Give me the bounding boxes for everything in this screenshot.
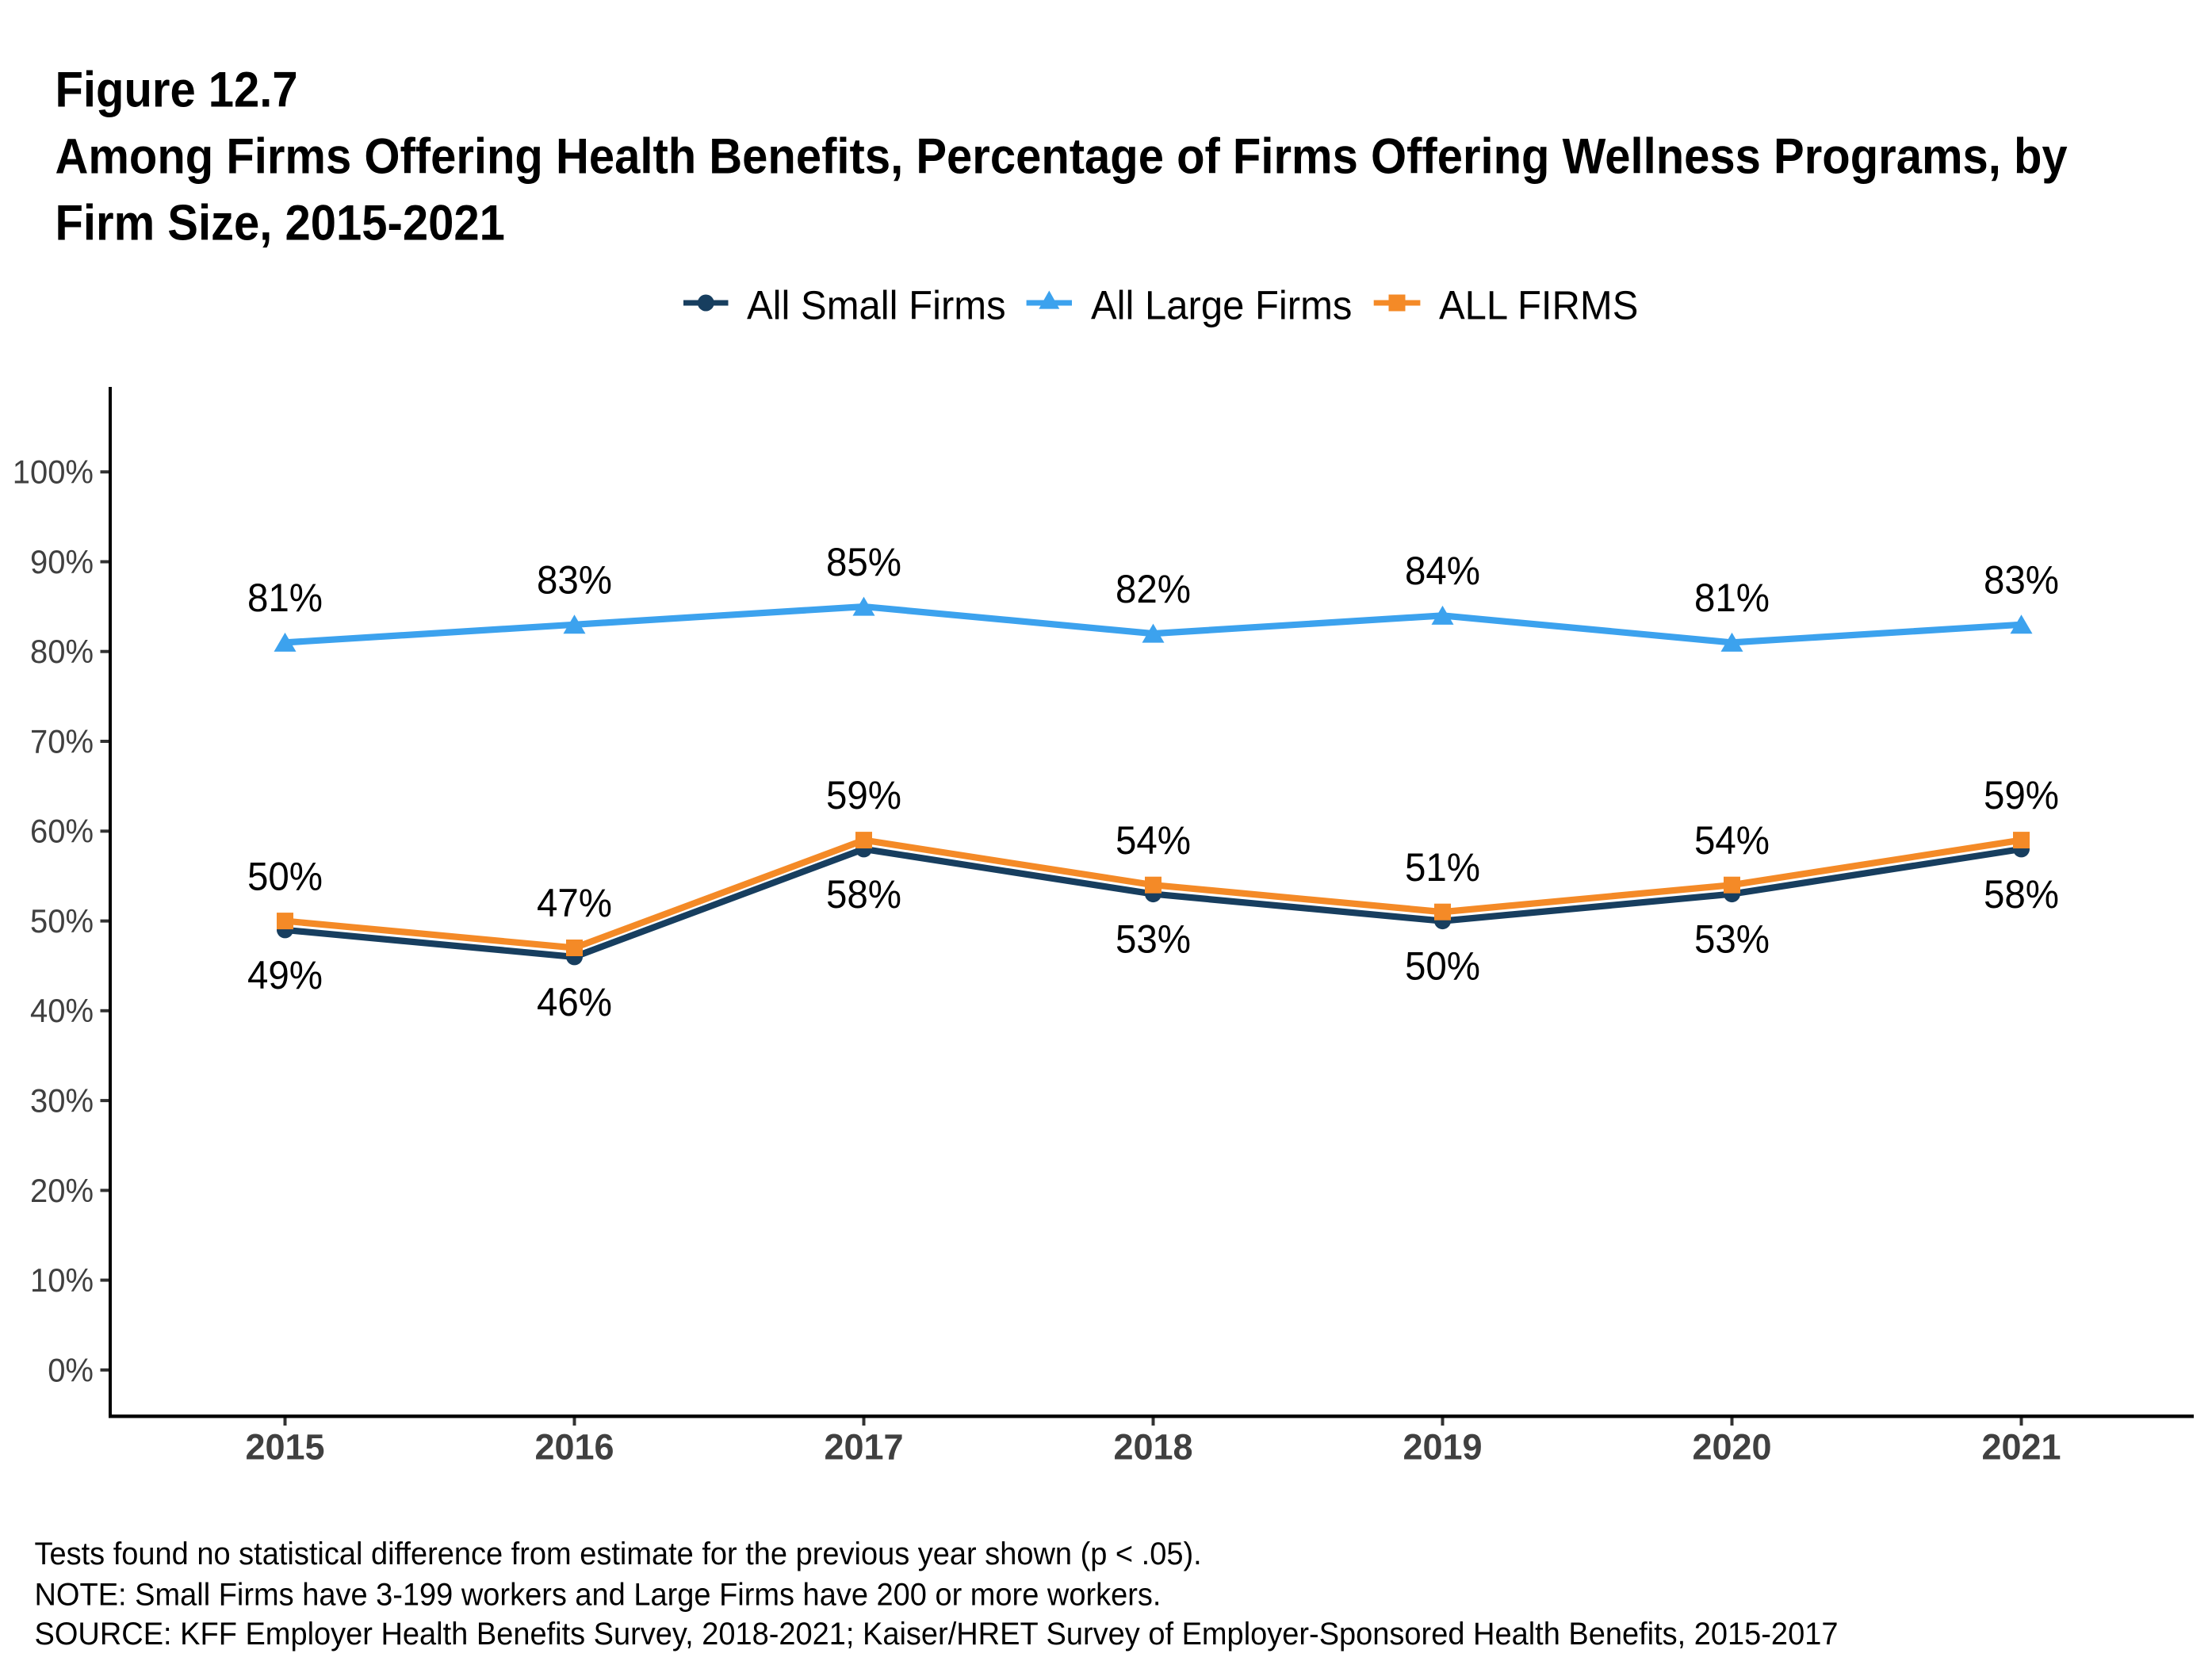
svg-text:50%: 50% — [1405, 944, 1480, 989]
svg-text:40%: 40% — [30, 992, 94, 1029]
svg-text:NOTE: Small Firms have 3-199 w: NOTE: Small Firms have 3-199 workers and… — [35, 1577, 1161, 1612]
svg-text:2020: 2020 — [1692, 1427, 1771, 1468]
svg-text:20%: 20% — [30, 1172, 94, 1209]
svg-text:ALL FIRMS: ALL FIRMS — [1439, 282, 1638, 327]
svg-text:46%: 46% — [537, 981, 612, 1025]
svg-text:54%: 54% — [1116, 819, 1191, 863]
svg-text:49%: 49% — [247, 954, 323, 998]
svg-text:All Small Firms: All Small Firms — [747, 282, 1006, 327]
svg-text:2015: 2015 — [245, 1427, 324, 1468]
svg-text:81%: 81% — [247, 576, 323, 621]
svg-text:60%: 60% — [30, 813, 94, 850]
svg-text:70%: 70% — [30, 723, 94, 760]
svg-text:Figure 12.7: Figure 12.7 — [55, 61, 298, 117]
svg-text:2018: 2018 — [1113, 1427, 1192, 1468]
svg-text:2019: 2019 — [1403, 1427, 1482, 1468]
svg-text:0%: 0% — [48, 1351, 94, 1388]
svg-text:2016: 2016 — [534, 1427, 614, 1468]
svg-text:50%: 50% — [247, 855, 323, 899]
svg-text:Tests found no statistical dif: Tests found no statistical difference fr… — [35, 1537, 1202, 1571]
svg-text:53%: 53% — [1116, 917, 1191, 962]
svg-text:All Large Firms: All Large Firms — [1091, 282, 1352, 327]
svg-text:Among Firms Offering Health Be: Among Firms Offering Health Benefits, Pe… — [55, 128, 2068, 184]
svg-text:58%: 58% — [1984, 873, 2059, 917]
svg-text:2021: 2021 — [1981, 1427, 2061, 1468]
svg-text:53%: 53% — [1694, 917, 1770, 962]
svg-text:81%: 81% — [1694, 576, 1770, 621]
svg-text:84%: 84% — [1405, 549, 1480, 594]
svg-text:SOURCE: KFF Employer Health Be: SOURCE: KFF Employer Health Benefits Sur… — [35, 1617, 1839, 1652]
svg-text:100%: 100% — [13, 454, 94, 491]
svg-text:82%: 82% — [1116, 568, 1191, 612]
svg-text:10%: 10% — [30, 1261, 94, 1299]
svg-text:Firm Size, 2015-2021: Firm Size, 2015-2021 — [55, 194, 505, 251]
svg-text:59%: 59% — [1984, 774, 2059, 818]
svg-text:83%: 83% — [537, 558, 612, 603]
svg-text:51%: 51% — [1405, 846, 1480, 890]
svg-text:30%: 30% — [30, 1082, 94, 1120]
svg-text:85%: 85% — [826, 541, 901, 585]
svg-text:2017: 2017 — [824, 1427, 903, 1468]
svg-text:83%: 83% — [1984, 558, 2059, 603]
svg-text:80%: 80% — [30, 633, 94, 670]
svg-text:59%: 59% — [826, 774, 901, 818]
svg-text:54%: 54% — [1694, 819, 1770, 863]
svg-text:90%: 90% — [30, 543, 94, 580]
svg-text:58%: 58% — [826, 873, 901, 917]
svg-text:50%: 50% — [30, 902, 94, 940]
svg-text:47%: 47% — [537, 882, 612, 926]
